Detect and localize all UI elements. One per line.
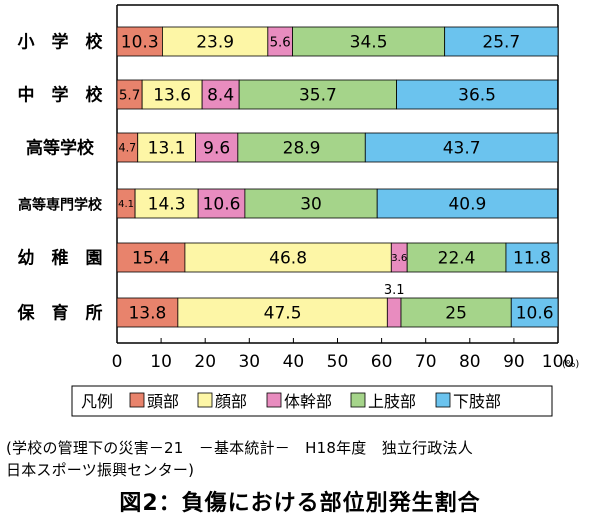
data-label: 15.4 [132,249,170,269]
bar-segment [406,242,507,273]
x-tick-label: 0 [112,352,123,372]
legend-label: 体幹部 [284,392,332,411]
x-tick-label: 30 [238,352,260,372]
data-label: 43.7 [443,139,481,159]
bar-segment [116,297,179,328]
data-label: 13.6 [153,86,191,106]
data-label: 47.5 [264,304,302,324]
data-label: 10.6 [516,304,554,324]
category-label: 高等学校 [26,138,95,159]
bar-segment [237,132,366,163]
x-tick-label: 50 [327,352,349,372]
category-label: 幼 稚 園 [18,248,103,269]
legend-title: 凡例 [81,392,113,411]
category-label: 中 学 校 [18,85,104,106]
legend-swatch [350,392,366,408]
bar-segment [510,297,559,328]
category-label: 高等専門学校 [18,197,103,214]
bar-segment [177,297,388,328]
data-label: 30 [300,195,322,215]
data-label: 10.6 [203,195,241,215]
bar-segment [400,297,512,328]
bar-segment [396,79,558,110]
x-tick-label: 20 [194,352,216,372]
data-label: 10.3 [121,33,159,53]
data-label: 3.1 [384,283,405,298]
legend-label: 下肢部 [453,392,501,411]
data-label: 14.3 [148,195,186,215]
bar-segment [137,132,196,163]
category-label: 小 学 校 [18,32,104,53]
x-tick-label: 70 [415,352,437,372]
legend-swatch [435,392,451,408]
legend-label: 顔部 [215,392,247,411]
data-label: 40.9 [448,195,486,215]
data-label: 8.4 [207,86,234,106]
data-label: 9.6 [203,139,230,159]
data-label: 22.4 [438,249,476,269]
data-label: 23.9 [196,33,234,53]
bar-segment [184,242,392,273]
legend-box [71,385,553,417]
figure-caption: 図2：負傷における部位別発生割合 [119,491,481,516]
data-label: 5.7 [119,87,140,103]
x-tick-label: 40 [283,352,305,372]
legend-label: 上肢部 [368,392,416,411]
data-label: 28.9 [283,139,321,159]
data-label: 13.1 [148,139,186,159]
bar-segment [292,26,446,57]
bar-segment [141,79,203,110]
legend-swatch [129,392,145,408]
legend-swatch [197,392,213,408]
data-label: 5.6 [270,35,291,50]
x-tick-label: 90 [503,352,525,372]
data-label: 36.5 [458,86,496,106]
data-label: 4.7 [119,142,137,155]
bar-segment [116,242,186,273]
legend-label: 頭部 [147,392,179,411]
data-label: 34.5 [350,33,388,53]
legend-swatch [266,392,282,408]
bar-segment [238,79,397,110]
bar-segment [505,242,559,273]
data-label: 3.6 [391,253,407,264]
x-tick-label: 60 [371,352,393,372]
stacked-bar-chart: 0 10 20 30 40 50 60 70 80 90 100(%) 小 学 校 10.3 23.9 5.… [17,4,579,417]
data-label: 25 [445,304,467,324]
data-label: 46.8 [269,249,307,269]
data-label: 25.7 [482,33,520,53]
x-tick-label: 100 [542,352,574,372]
x-tick-label: 10 [150,352,172,372]
category-label: 保 育 所 [17,303,103,324]
bar-segment [116,79,143,110]
bar-segment [386,297,402,328]
bar-segment [376,188,558,219]
x-tick-label: 80 [459,352,481,372]
bar-segment [195,132,239,163]
bar-segment [197,188,246,219]
bar-segment [134,188,199,219]
x-axis-unit: (%) [562,359,579,370]
source-line-1: (学校の管理下の災害－21 －基本統計－ H18年度 独立行政法人 [6,439,473,457]
source-line-2: 日本スポーツ振興センター) [6,461,195,479]
data-label: 35.7 [299,86,337,106]
data-label: 11.8 [513,249,551,269]
data-label: 13.8 [128,304,166,324]
bar-segment [364,132,559,163]
data-label: 4.1 [118,199,134,210]
bar-segment [444,26,559,57]
